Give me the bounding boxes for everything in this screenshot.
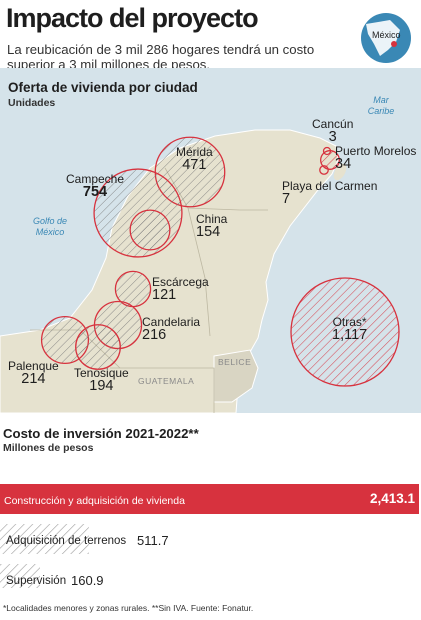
cost-unit: Millones de pesos [3,442,94,454]
city-label-tenosique: Tenosique 194 [74,366,129,394]
cost-title: Costo de inversión 2021-2022** [3,426,199,441]
cost-bars [0,484,419,588]
cost-bar-2 [0,564,40,588]
sea-label-golfo: Golfo de México [32,216,68,237]
bubble-otras [290,277,400,387]
cost-bar-1 [0,524,89,554]
city-label-merida: Mérida 471 [176,145,213,173]
cost-label-construccion: Construcción y adquisición de vivienda [4,495,185,507]
city-label-china: China 154 [196,212,228,240]
state-border [187,207,211,337]
inset-label: México [372,30,401,40]
country-label-guatemala: GUATEMALA [138,376,195,386]
cost-bar-0 [0,484,419,514]
cost-value-terrenos: 511.7 [137,533,169,548]
cost-label-supervision: Supervisión [6,575,67,587]
city-label-puerto-morelos: Puerto Morelos 34 [335,144,417,172]
guatemala-border [110,367,215,413]
city-label-playa-del-carmen: Playa del Carmen 7 [282,179,378,207]
page-title: Impacto del proyecto [6,3,259,33]
city-label-otras: Otras* 1,117 [332,315,368,343]
cost-value-construccion: 2,413.1 [370,491,416,506]
bubble-china [129,209,171,251]
cost-value-supervision: 160.9 [71,573,104,588]
bubble-puerto-morelos [320,150,340,170]
city-label-escarcega: Escárcega 121 [152,275,209,303]
map-unit: Unidades [8,97,56,109]
inset-globe [361,13,411,63]
map-title: Oferta de vivienda por ciudad [8,80,198,95]
city-label-campeche: Campeche 754 [66,172,125,200]
bubble-playa-del-carmen [319,165,329,175]
city-label-candelaria: Candelaria 216 [142,315,201,343]
country-label-belice: BELICE [218,357,252,367]
cost-label-terrenos: Adquisición de terrenos [6,535,127,547]
cozumel [333,163,347,181]
sea-label-caribe: Mar Caribe [367,95,395,116]
footnote: *Localidades menores y zonas rurales. **… [3,603,254,613]
city-label-palenque: Palenque 214 [8,359,59,387]
city-label-cancun: Cancún 3 [312,117,354,145]
bubble-tenosique [75,324,121,370]
